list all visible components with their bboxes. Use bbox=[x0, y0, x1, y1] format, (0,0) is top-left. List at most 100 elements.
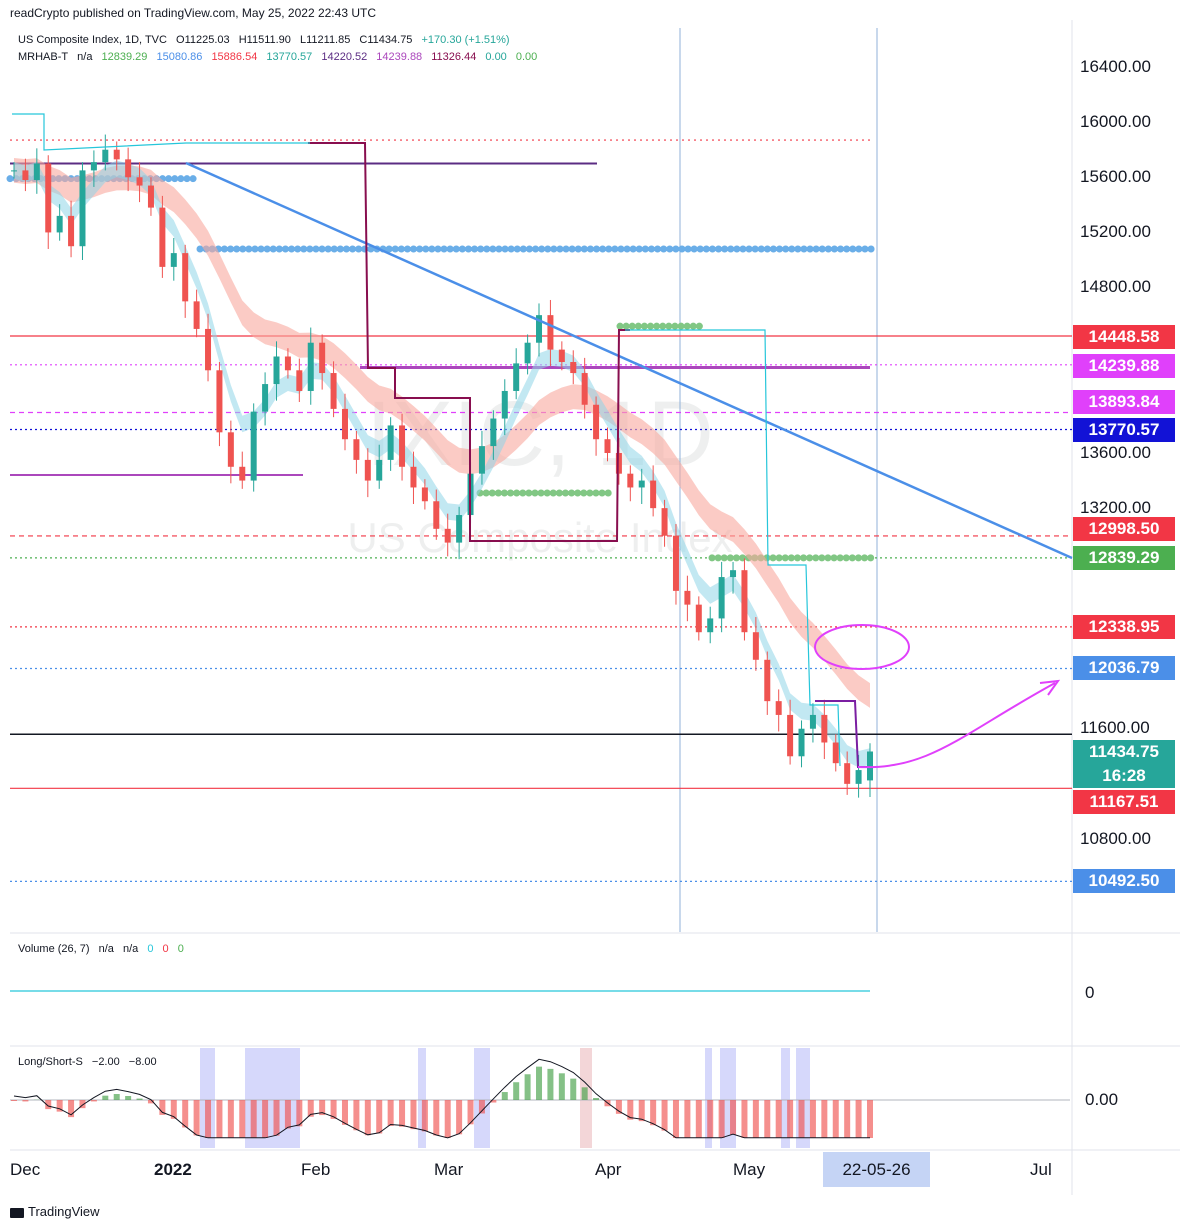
volume-name[interactable]: Volume (26, 7) bbox=[18, 943, 90, 955]
candle-body bbox=[170, 253, 177, 267]
volume-zero: 0 bbox=[147, 943, 154, 955]
price-axis-label: 15600.00 bbox=[1080, 167, 1151, 186]
symbol-legend: US Composite Index, 1D, TVC O11225.03 H1… bbox=[18, 34, 516, 46]
ls-bar bbox=[22, 1100, 29, 1102]
ls-bar bbox=[513, 1082, 520, 1100]
indicator-value: 14220.52 bbox=[321, 51, 368, 63]
ribbon-bands bbox=[14, 158, 870, 768]
last-price-tag: 11434.75 16:28 bbox=[1073, 740, 1175, 788]
ls-bar bbox=[570, 1078, 577, 1100]
ls-value: −2.00 bbox=[91, 1056, 120, 1068]
candle-body bbox=[798, 728, 805, 757]
step-line-purple bbox=[308, 142, 630, 542]
step-line-cyan bbox=[12, 113, 310, 151]
indicator-na: n/a bbox=[77, 51, 93, 63]
time-label: Jul bbox=[1030, 1160, 1052, 1179]
ls-name[interactable]: Long/Short-S bbox=[18, 1056, 83, 1068]
candle-body bbox=[68, 215, 75, 247]
ls-bar bbox=[273, 1100, 280, 1136]
candle-body bbox=[718, 577, 725, 619]
ls-bar bbox=[730, 1100, 737, 1135]
candle-body bbox=[501, 390, 508, 419]
volume-na: n/a bbox=[98, 943, 114, 955]
candle-body bbox=[547, 315, 554, 350]
candle-body bbox=[695, 604, 702, 633]
ls-bar bbox=[79, 1100, 86, 1109]
ls-bar bbox=[227, 1100, 234, 1138]
indicator-value: 15886.54 bbox=[211, 51, 258, 63]
ls-bar bbox=[501, 1092, 508, 1100]
ls-bar bbox=[113, 1094, 120, 1100]
change-value: +170.30 (+1.51%) bbox=[421, 34, 510, 46]
candle-body bbox=[227, 432, 234, 467]
symbol-name[interactable]: US Composite Index, 1D, TVC bbox=[18, 34, 167, 46]
ls-bar bbox=[741, 1100, 748, 1138]
price-tag: 12036.79 bbox=[1073, 656, 1175, 680]
candle-body bbox=[867, 751, 873, 781]
indicator-value: 12839.29 bbox=[101, 51, 148, 63]
published-by: readCrypto published on TradingView.com,… bbox=[10, 6, 376, 20]
price-axis-label: 14800.00 bbox=[1080, 277, 1151, 296]
footer-brand: TradingView bbox=[10, 1204, 100, 1219]
candle-body bbox=[672, 535, 679, 591]
candle-body bbox=[159, 207, 166, 267]
candle-body bbox=[79, 170, 86, 247]
indicator-value: 15080.86 bbox=[156, 51, 203, 63]
candles bbox=[11, 134, 873, 798]
ls-bar bbox=[410, 1100, 417, 1130]
candle-body bbox=[661, 508, 668, 536]
candle-body bbox=[90, 162, 97, 171]
candle-body bbox=[45, 163, 52, 233]
candle-body bbox=[205, 328, 212, 371]
indicator-name[interactable]: MRHAB-T bbox=[18, 51, 69, 63]
volume-zero: 0 bbox=[162, 943, 169, 955]
candle-body bbox=[250, 411, 257, 481]
ls-bar bbox=[444, 1100, 451, 1138]
step-line-cyan-2 bbox=[625, 329, 841, 767]
projection-arrow bbox=[857, 682, 1056, 769]
candle-body bbox=[684, 590, 691, 605]
price-tag: 14239.88 bbox=[1073, 354, 1175, 378]
ls-bar bbox=[672, 1100, 679, 1138]
indicator-value: 0.00 bbox=[485, 51, 507, 63]
price-tag: 13893.84 bbox=[1073, 390, 1175, 414]
ls-shade-band bbox=[418, 1048, 426, 1148]
candle-body bbox=[22, 170, 29, 181]
ls-bar bbox=[250, 1100, 257, 1138]
price-axis-label: 13200.00 bbox=[1080, 498, 1151, 517]
time-label: 2022 bbox=[154, 1160, 192, 1179]
volume-na: n/a bbox=[122, 943, 139, 955]
time-label: Apr bbox=[595, 1160, 622, 1179]
price-tag: 13770.57 bbox=[1073, 418, 1175, 442]
candle-body bbox=[353, 439, 360, 460]
ls-bar bbox=[798, 1100, 805, 1138]
price-axis-label: 16000.00 bbox=[1080, 112, 1151, 131]
ls-bar bbox=[193, 1100, 200, 1136]
ls-bar bbox=[581, 1087, 588, 1100]
volume-zero: 0 bbox=[177, 943, 184, 955]
candle-body bbox=[399, 425, 406, 467]
candle-body bbox=[650, 480, 657, 509]
candle-body bbox=[821, 714, 828, 743]
candle-body bbox=[273, 356, 280, 385]
candle-body bbox=[570, 362, 577, 374]
ls-value: −8.00 bbox=[128, 1056, 157, 1068]
candle-body bbox=[136, 177, 143, 186]
candle-body bbox=[33, 163, 40, 181]
ls-shade-band bbox=[781, 1048, 790, 1148]
ls-bar bbox=[433, 1100, 440, 1136]
candle-body bbox=[787, 714, 794, 757]
ls-bar bbox=[547, 1068, 554, 1100]
indicator-value: 11326.44 bbox=[431, 51, 477, 63]
indicator-value: 13770.57 bbox=[266, 51, 313, 63]
ls-bar bbox=[376, 1100, 383, 1134]
ls-bar bbox=[650, 1100, 657, 1126]
ls-legend: Long/Short-S −2.00 −8.00 bbox=[18, 1056, 163, 1068]
candle-body bbox=[410, 466, 417, 488]
candle-body bbox=[216, 370, 223, 433]
ls-bar bbox=[205, 1100, 212, 1138]
ls-bar bbox=[718, 1100, 725, 1138]
candle-body bbox=[764, 659, 771, 702]
indicator-legend: MRHAB-T n/a 12839.29 15080.86 15886.54 1… bbox=[18, 51, 543, 63]
